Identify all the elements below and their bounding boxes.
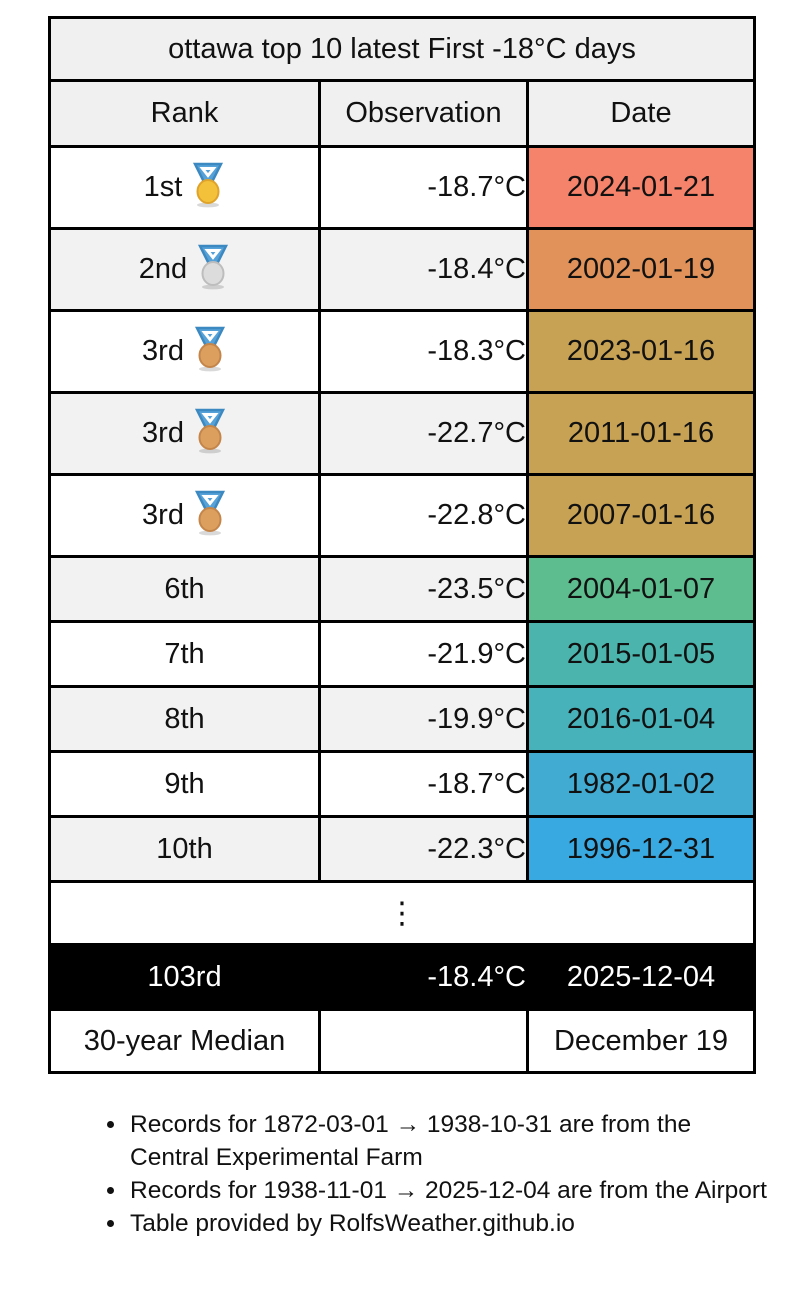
footnote-station-farm: Records for 1872-03-01 → 1938-10-31 are … <box>128 1108 772 1174</box>
records-table: ottawa top 10 latest First -18°C days Ra… <box>48 16 756 1074</box>
table-row: 1st -18.7°C 2024-01-21 <box>48 145 756 230</box>
observation-value: -18.7°C <box>318 145 529 230</box>
rank-label: 10th <box>48 815 321 883</box>
table-title-row: ottawa top 10 latest First -18°C days <box>48 16 756 82</box>
column-header-observation: Observation <box>318 79 529 148</box>
date-value: 1996-12-31 <box>526 815 756 883</box>
rank-label: 8th <box>48 685 321 753</box>
page: ottawa top 10 latest First -18°C days Ra… <box>0 0 800 1240</box>
date-value: 1982-01-02 <box>526 750 756 818</box>
median-observation <box>318 1008 529 1074</box>
observation-value: -18.7°C <box>318 750 529 818</box>
rank-label: 6th <box>48 555 321 623</box>
rank-label: 3rd <box>142 335 184 367</box>
table-row: 8th -19.9°C 2016-01-04 <box>48 685 756 753</box>
rank-label: 1st <box>143 171 183 203</box>
date-value: 2015-01-05 <box>526 620 756 688</box>
table-row: 3rd -18.3°C 2023-01-16 <box>48 309 756 394</box>
rank-label: 7th <box>48 620 321 688</box>
table-row: 3rd -22.8°C 2007-01-16 <box>48 473 756 558</box>
vertical-ellipsis: ⋮ <box>48 880 756 946</box>
date-value: 2023-01-16 <box>526 309 756 394</box>
silver-medal-icon <box>198 244 229 289</box>
date-value: 2007-01-16 <box>526 473 756 558</box>
observation-value: -18.4°C <box>318 227 529 312</box>
ellipsis-row: ⋮ <box>48 880 756 946</box>
observation-value: -21.9°C <box>318 620 529 688</box>
table-row: 2nd -18.4°C 2002-01-19 <box>48 227 756 312</box>
bronze-medal-icon <box>194 408 225 453</box>
rank-label: 2nd <box>138 253 188 285</box>
date-value: 2025-12-04 <box>526 943 756 1011</box>
median-date: December 19 <box>526 1008 756 1074</box>
rank-label: 9th <box>48 750 321 818</box>
current-record-row: 103rd -18.4°C 2025-12-04 <box>48 943 756 1011</box>
observation-value: -22.8°C <box>318 473 529 558</box>
observation-value: -18.3°C <box>318 309 529 394</box>
column-header-date: Date <box>526 79 756 148</box>
footnote-credit: Table provided by RolfsWeather.github.io <box>128 1207 772 1240</box>
rank-label: 3rd <box>142 499 184 531</box>
observation-value: -18.4°C <box>318 943 529 1011</box>
table-row: 9th -18.7°C 1982-01-02 <box>48 750 756 818</box>
bronze-medal-icon <box>194 326 225 371</box>
rank-label: 3rd <box>142 417 184 449</box>
table-row: 3rd -22.7°C 2011-01-16 <box>48 391 756 476</box>
bronze-medal-icon <box>194 490 225 535</box>
footnotes: Records for 1872-03-01 → 1938-10-31 are … <box>100 1108 772 1240</box>
observation-value: -19.9°C <box>318 685 529 753</box>
column-header-rank: Rank <box>48 79 321 148</box>
date-value: 2016-01-04 <box>526 685 756 753</box>
date-value: 2011-01-16 <box>526 391 756 476</box>
date-value: 2004-01-07 <box>526 555 756 623</box>
median-label: 30-year Median <box>48 1008 321 1074</box>
observation-value: -23.5°C <box>318 555 529 623</box>
table-title: ottawa top 10 latest First -18°C days <box>48 16 756 82</box>
date-value: 2002-01-19 <box>526 227 756 312</box>
median-row: 30-year Median December 19 <box>48 1008 756 1074</box>
observation-value: -22.3°C <box>318 815 529 883</box>
rank-label: 103rd <box>48 943 321 1011</box>
table-row: 10th -22.3°C 1996-12-31 <box>48 815 756 883</box>
observation-value: -22.7°C <box>318 391 529 476</box>
table-header-row: Rank Observation Date <box>48 79 756 148</box>
date-value: 2024-01-21 <box>526 145 756 230</box>
table-row: 7th -21.9°C 2015-01-05 <box>48 620 756 688</box>
table-row: 6th -23.5°C 2004-01-07 <box>48 555 756 623</box>
footnote-station-airport: Records for 1938-11-01 → 2025-12-04 are … <box>128 1174 772 1207</box>
gold-medal-icon <box>193 162 224 207</box>
